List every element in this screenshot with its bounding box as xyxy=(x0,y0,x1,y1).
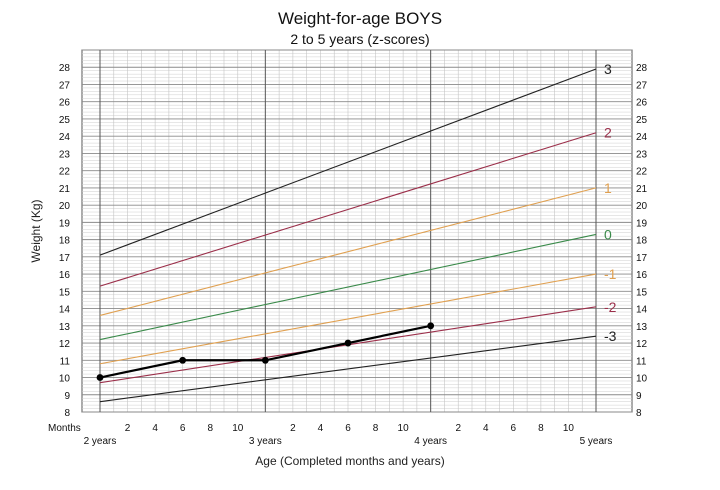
x-month-tick-label: 2 xyxy=(125,423,131,434)
x-month-tick-label: 10 xyxy=(563,423,575,434)
measurement-point xyxy=(261,356,269,364)
minor-gridlines xyxy=(82,50,632,412)
x-month-tick-label: 2 xyxy=(290,423,296,434)
y-tick-label: 8 xyxy=(64,408,70,419)
measurement-point xyxy=(96,374,104,381)
z-curve-label: -1 xyxy=(604,266,617,282)
plot-area xyxy=(81,49,633,413)
z-curve xyxy=(99,233,597,341)
x-month-tick-label: 8 xyxy=(207,423,213,434)
x-year-tick-label: 5 years xyxy=(580,436,613,447)
y-tick-label: 20 xyxy=(59,201,71,212)
z-curve xyxy=(99,335,597,403)
x-axis: 2 4 6 8 10 2 4 6 8 10 2 4 6 8 10 2 years 3 years 4 years 5… xyxy=(84,423,613,447)
x-month-tick-label: 8 xyxy=(373,423,379,434)
y-tick-label: 21 xyxy=(59,184,71,195)
x-month-tick-label: 6 xyxy=(180,423,186,434)
y-axis-left: 8 9 10 11 12 13 14 15 16 17 18 19 20 21 22 23 24 25 26 27 28 xyxy=(59,63,71,419)
y-tick-label: 24 xyxy=(59,132,71,143)
y-tick-label-right: 11 xyxy=(636,356,647,367)
y-tick-label-right: 17 xyxy=(636,253,648,264)
x-month-tick-label: 10 xyxy=(398,423,410,434)
major-gridlines xyxy=(82,49,632,413)
x-month-tick-label: 2 xyxy=(455,423,461,434)
y-tick-label-right: 12 xyxy=(636,339,648,350)
z-curve-label: 0 xyxy=(604,226,612,242)
y-tick-label-right: 25 xyxy=(636,115,648,126)
y-axis-title: Weight (Kg) xyxy=(29,199,43,262)
z-curve xyxy=(99,132,597,287)
measurement-point xyxy=(179,356,187,364)
y-tick-label-right: 9 xyxy=(636,391,642,402)
y-tick-label: 27 xyxy=(59,80,71,91)
y-tick-label: 26 xyxy=(59,98,71,109)
y-tick-label-right: 23 xyxy=(636,149,648,160)
z-curve-label: 3 xyxy=(604,61,612,77)
y-tick-label-right: 24 xyxy=(636,132,648,143)
y-tick-label-right: 10 xyxy=(636,374,648,385)
z-curve-label: -3 xyxy=(604,328,617,344)
measurement-point xyxy=(344,339,352,347)
y-tick-label-right: 13 xyxy=(636,322,648,333)
y-tick-label: 12 xyxy=(59,339,71,350)
y-tick-label-right: 15 xyxy=(636,287,648,298)
x-month-tick-label: 10 xyxy=(232,423,244,434)
y-tick-label-right: 28 xyxy=(636,63,648,74)
y-tick-label-right: 27 xyxy=(636,80,648,91)
y-tick-label: 13 xyxy=(59,322,71,333)
chart-title: Weight-for-age BOYS xyxy=(278,9,442,28)
y-axis-right: 8 9 10 11 12 13 14 15 16 17 18 19 20 21 22 23 24 25 26 27 28 xyxy=(636,63,648,419)
x-month-prefix: Months xyxy=(48,423,81,434)
x-month-tick-label: 6 xyxy=(511,423,517,434)
y-tick-label: 14 xyxy=(59,305,71,316)
y-tick-label: 9 xyxy=(64,391,70,402)
y-tick-label: 28 xyxy=(59,63,71,74)
z-curve-label: 2 xyxy=(604,125,612,141)
x-year-tick-label: 2 years xyxy=(84,436,117,447)
measurement-series xyxy=(96,322,435,381)
y-tick-label-right: 26 xyxy=(636,98,648,109)
y-tick-label: 11 xyxy=(60,356,71,367)
x-year-tick-label: 4 years xyxy=(414,436,447,447)
x-month-tick-label: 4 xyxy=(483,423,489,434)
y-tick-label-right: 19 xyxy=(636,218,648,229)
y-tick-label-right: 20 xyxy=(636,201,648,212)
y-tick-label: 17 xyxy=(59,253,71,264)
z-curve-label: -2 xyxy=(604,299,617,315)
x-year-tick-label: 3 years xyxy=(249,436,282,447)
y-tick-label: 25 xyxy=(59,115,71,126)
z-curve xyxy=(99,68,597,256)
z-curve xyxy=(99,187,597,316)
y-tick-label: 19 xyxy=(59,218,71,229)
y-tick-label: 15 xyxy=(59,287,71,298)
y-tick-label-right: 14 xyxy=(636,305,648,316)
z-curve xyxy=(99,273,597,365)
x-month-tick-label: 6 xyxy=(345,423,351,434)
x-month-tick-label: 4 xyxy=(318,423,324,434)
y-tick-label: 18 xyxy=(59,236,71,247)
y-tick-label: 10 xyxy=(59,374,71,385)
x-axis-title: Age (Completed months and years) xyxy=(255,454,444,468)
y-tick-label-right: 8 xyxy=(636,408,642,419)
y-tick-label-right: 21 xyxy=(636,184,648,195)
x-month-tick-label: 4 xyxy=(152,423,158,434)
y-tick-label-right: 16 xyxy=(636,270,648,281)
z-curve-label: 1 xyxy=(604,180,612,196)
y-tick-label-right: 18 xyxy=(636,236,648,247)
z-score-labels: 3 2 1 0 -1 -2 -3 xyxy=(604,61,617,344)
y-tick-label: 16 xyxy=(59,270,71,281)
chart-subtitle: 2 to 5 years (z-scores) xyxy=(290,31,429,47)
x-month-tick-label: 8 xyxy=(538,423,544,434)
measurement-point xyxy=(427,322,435,330)
y-tick-label: 23 xyxy=(59,149,71,160)
y-tick-label-right: 22 xyxy=(636,167,648,178)
y-tick-label: 22 xyxy=(59,167,71,178)
